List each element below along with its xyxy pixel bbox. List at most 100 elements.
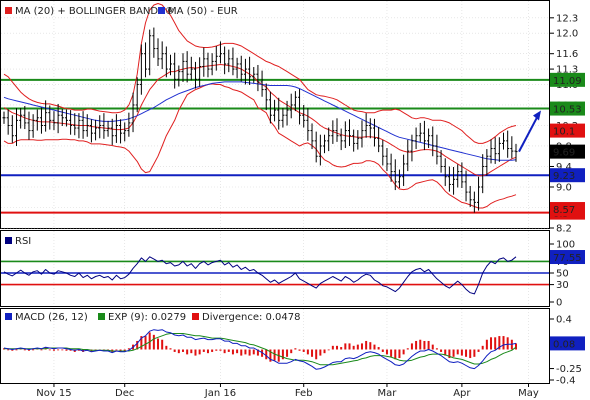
legend-exp: EXP (9): 0.0279: [108, 312, 186, 323]
divergence-bar: [273, 349, 276, 361]
divergence-bar: [215, 349, 218, 351]
divergence-bar: [231, 349, 234, 355]
divergence-bar: [48, 349, 51, 351]
price-y-tick-label: 8.2: [556, 224, 572, 235]
divergence-bar: [306, 349, 309, 355]
divergence-bar: [460, 349, 463, 356]
divergence-bar: [402, 349, 405, 355]
divergence-bar: [360, 343, 363, 350]
level-tag-11.09: 11.09: [553, 76, 582, 87]
divergence-bar: [202, 349, 205, 352]
divergence-bar: [136, 340, 139, 350]
macd-legend: MACD (26, 12) EXP (9): 0.0279 Divergence…: [5, 312, 301, 323]
divergence-bar: [452, 349, 455, 357]
divergence-bar: [236, 349, 239, 354]
divergence-bar: [252, 349, 255, 355]
divergence-bar: [336, 345, 339, 350]
divergence-bar: [469, 349, 472, 359]
divergence-bar: [448, 349, 451, 359]
divergence-bar: [169, 348, 172, 350]
divergence-bar: [515, 343, 517, 350]
value-tag-9.69-bg: [550, 144, 585, 159]
price-y-tick-label: 11.6: [556, 49, 578, 60]
price-legend: MA (20) + BOLLINGER BANDS® MA (50) - EUR: [5, 6, 238, 17]
macd-line: [3, 329, 517, 370]
divergence-bar: [348, 343, 351, 350]
divergence-bar: [115, 349, 118, 351]
value-tag-8.57-bg: [550, 202, 585, 217]
divergence-bar: [198, 349, 201, 355]
legend-rsi: RSI: [15, 236, 31, 247]
x-tick-label: Feb: [295, 388, 313, 399]
trend-arrow-head: [533, 110, 541, 121]
legend-swatch-exp: [98, 313, 105, 320]
price-y-tick-label: 9.4: [556, 162, 572, 173]
legend-swatch-macd: [5, 313, 12, 320]
divergence-bar: [211, 349, 214, 352]
legend-swatch-ma50: [158, 7, 165, 14]
bollinger-lower-line: [3, 83, 517, 209]
divergence-bar: [315, 349, 318, 360]
legend-swatch-divergence: [192, 313, 199, 320]
divergence-bar: [473, 349, 476, 357]
x-tick-label: Nov 15: [36, 388, 71, 399]
divergence-bar: [181, 349, 184, 352]
divergence-bar: [248, 349, 251, 356]
divergence-bar: [456, 349, 459, 355]
macd-y-tick-label: 0.4: [556, 315, 572, 326]
divergence-bar: [294, 348, 297, 350]
divergence-bar: [227, 349, 230, 352]
rsi-y-ticks: 0305070100: [549, 240, 575, 309]
level-tag-10.53-bg: [550, 101, 585, 116]
level-tag-9.23: 9.23: [553, 171, 575, 182]
divergence-bar: [502, 336, 505, 350]
legend-swatch-ma20: [5, 7, 12, 14]
divergence-bar: [32, 349, 35, 351]
divergence-bar: [490, 337, 493, 350]
divergence-bar: [27, 349, 30, 351]
rsi-tag-77.55-bg: [550, 250, 585, 265]
divergence-bar: [398, 349, 401, 359]
level-tag-11.09-bg: [550, 72, 585, 87]
divergence-bar: [40, 349, 43, 351]
divergence-bar: [427, 340, 430, 350]
divergence-bar: [415, 340, 418, 350]
divergence-bar: [186, 349, 189, 355]
divergence-bar: [206, 349, 209, 354]
divergence-bar: [485, 339, 488, 350]
value-tag-9.69: 9.69: [553, 148, 575, 159]
divergence-bar: [52, 349, 55, 351]
rsi-y-tick-label: 100: [556, 240, 575, 251]
level-tag-9.23-bg: [550, 168, 585, 183]
x-tick-label: May: [518, 388, 539, 399]
rsi-line: [3, 256, 517, 295]
rsi-grid: [53, 231, 529, 306]
macd-y-tick-label: -0.4: [556, 376, 576, 387]
legend-swatch-rsi: [5, 237, 12, 244]
legend-divergence: Divergence: 0.0478: [202, 312, 301, 323]
divergence-bar: [481, 345, 484, 350]
divergence-bar: [219, 349, 222, 351]
divergence-bar: [390, 349, 393, 357]
divergence-bar: [15, 349, 18, 351]
rsi-series: [3, 256, 517, 295]
divergence-bar: [127, 348, 130, 350]
divergence-bar: [410, 343, 413, 350]
divergence-bar: [377, 347, 380, 350]
divergence-bar: [194, 349, 197, 356]
divergence-bar: [444, 349, 447, 356]
divergence-bar: [381, 349, 384, 352]
divergence-bar: [344, 343, 347, 350]
divergence-bar: [298, 349, 301, 351]
divergence-bar: [352, 345, 355, 350]
macd-tag-0.08-bg: [550, 336, 585, 351]
divergence-bar: [256, 349, 259, 356]
divergence-bar: [494, 337, 497, 350]
divergence-bar: [356, 344, 359, 350]
divergence-bar: [394, 349, 397, 360]
divergence-bar: [148, 332, 151, 350]
divergence-bar: [173, 349, 176, 352]
divergence-bar: [498, 336, 501, 350]
x-tick-label: Mar: [378, 388, 398, 399]
